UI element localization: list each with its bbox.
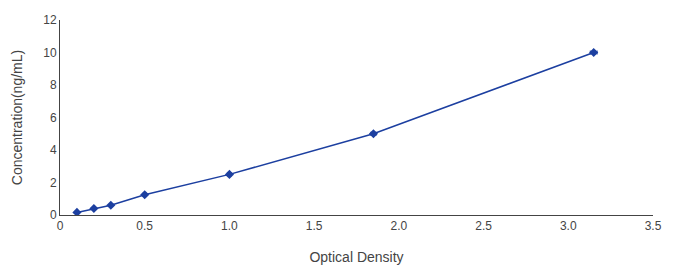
svg-text:Concentration(ng/mL): Concentration(ng/mL) — [9, 50, 25, 185]
svg-text:0: 0 — [57, 219, 64, 233]
svg-text:8: 8 — [50, 78, 57, 92]
svg-text:2.5: 2.5 — [475, 219, 492, 233]
svg-text:1.0: 1.0 — [221, 219, 238, 233]
svg-text:4: 4 — [50, 143, 57, 157]
svg-text:3.0: 3.0 — [560, 219, 577, 233]
svg-text:0.5: 0.5 — [136, 219, 153, 233]
svg-text:0: 0 — [50, 208, 57, 222]
svg-text:10: 10 — [43, 46, 57, 60]
svg-text:6: 6 — [50, 111, 57, 125]
svg-text:2: 2 — [50, 176, 57, 190]
svg-text:3.5: 3.5 — [645, 219, 662, 233]
svg-text:2.0: 2.0 — [391, 219, 408, 233]
svg-text:Optical Density: Optical Density — [309, 249, 403, 265]
svg-text:1.5: 1.5 — [306, 219, 323, 233]
svg-text:12: 12 — [43, 13, 57, 27]
